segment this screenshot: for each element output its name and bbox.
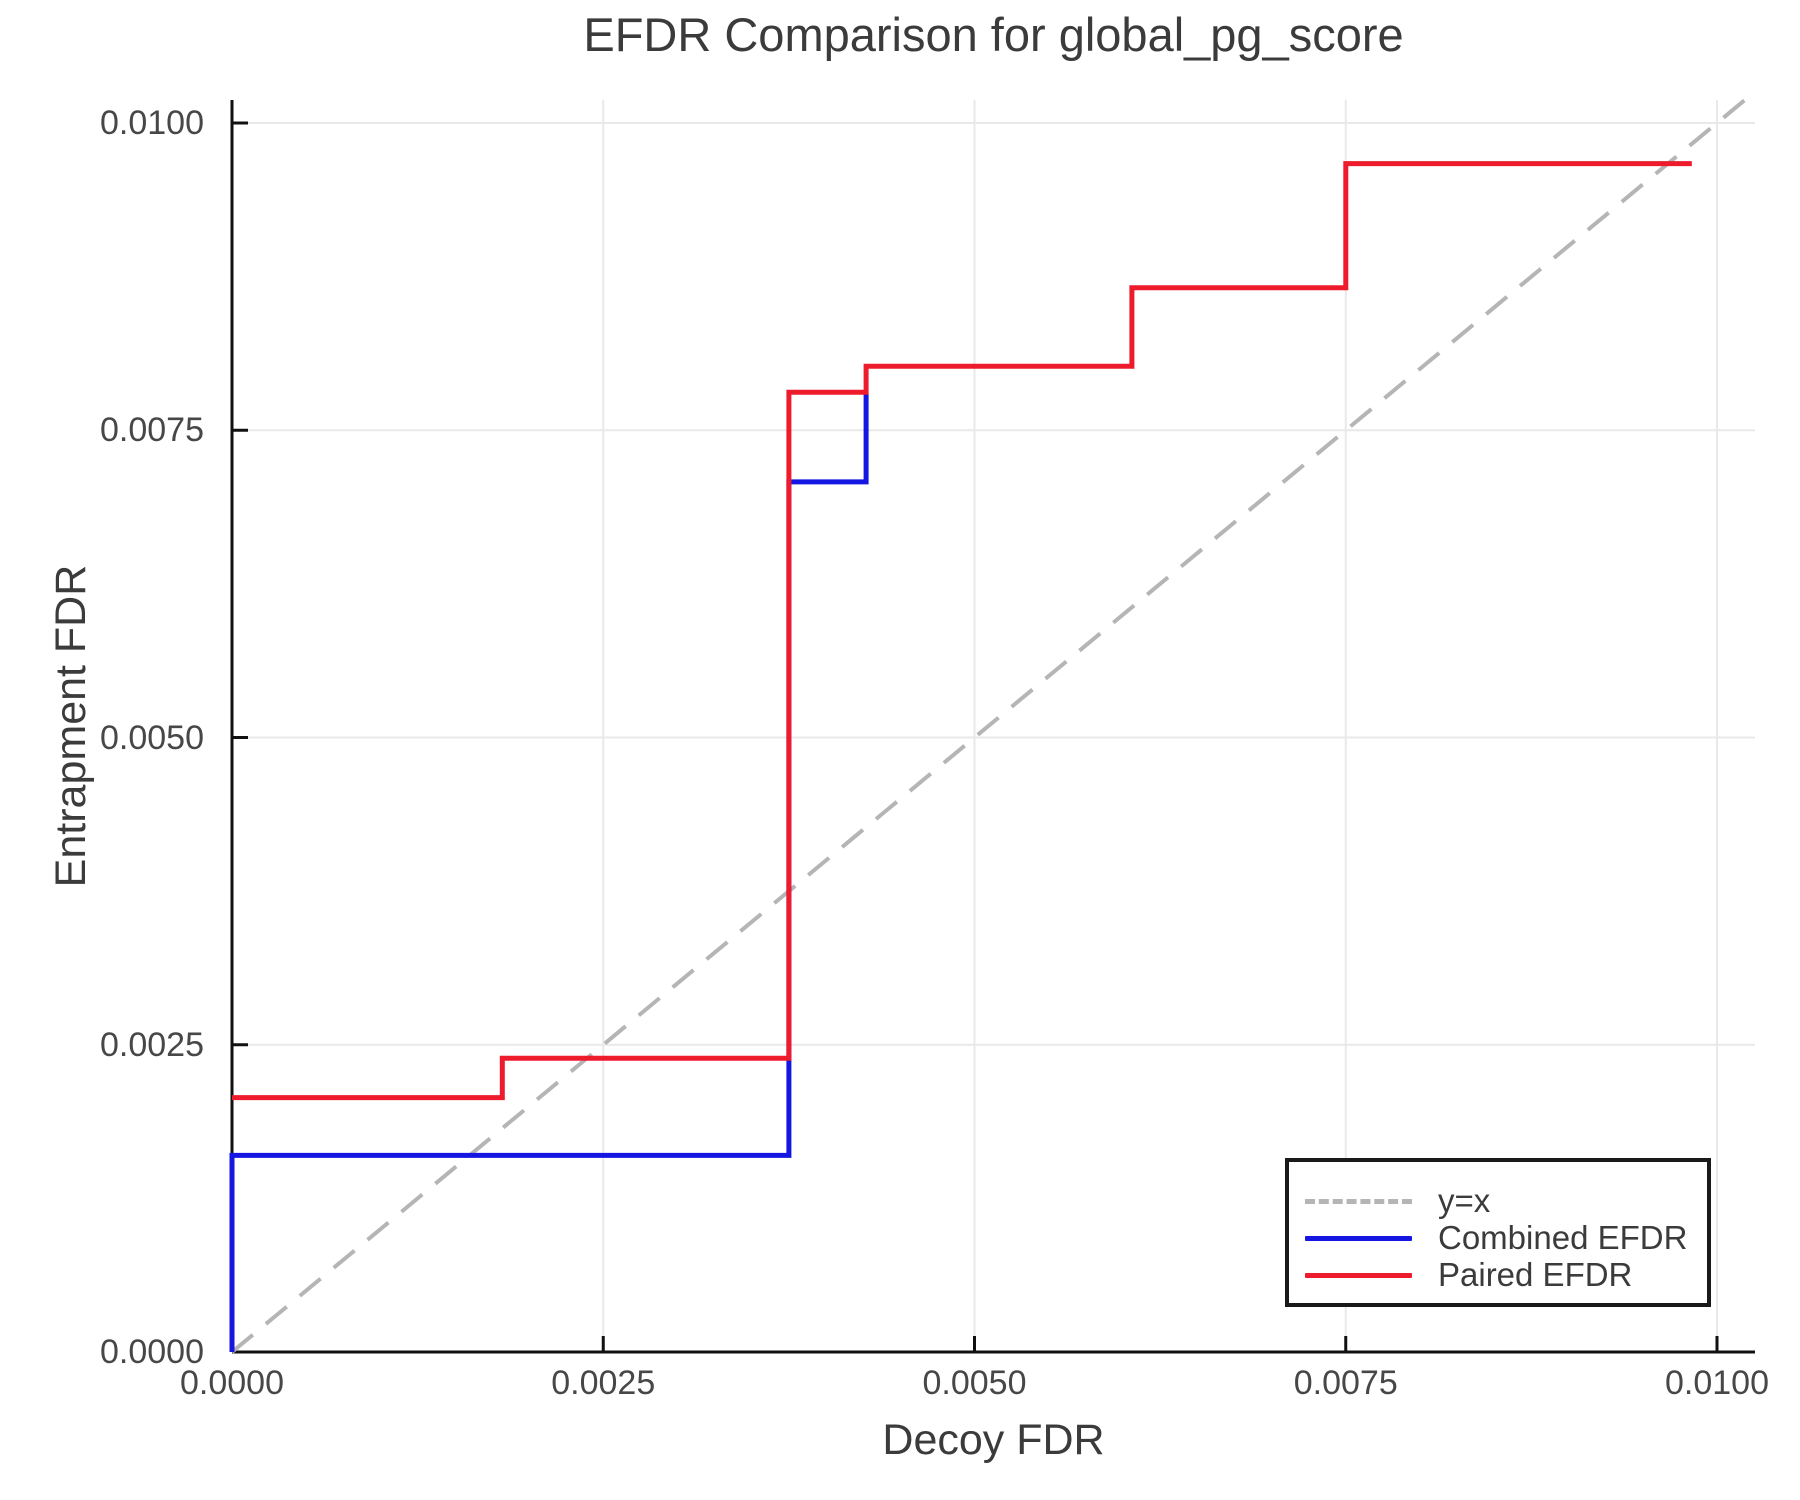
legend-entry-paired: Paired EFDR	[1305, 1256, 1632, 1294]
x-tick-label: 0.0025	[551, 1364, 656, 1402]
legend-entry-yx: y=x	[1305, 1182, 1490, 1220]
combined-line-sample	[1305, 1235, 1412, 1241]
y-tick-label: 0.0025	[100, 1025, 204, 1064]
legend-box: y=x Combined EFDR Paired EFDR	[1285, 1158, 1711, 1307]
y-tick-label: 0.0075	[100, 411, 204, 450]
combined-efdr-line	[229, 393, 869, 1352]
legend-label-combined: Combined EFDR	[1438, 1219, 1688, 1256]
x-axis-label: Decoy FDR	[882, 1416, 1105, 1464]
x-tick-label: 0.0050	[922, 1364, 1027, 1402]
paired-line-sample	[1305, 1272, 1412, 1278]
chart-title: EFDR Comparison for global_pg_score	[583, 8, 1404, 61]
yx-reference-line	[230, 98, 1747, 1354]
x-tick-label: 0.0100	[1665, 1364, 1769, 1402]
yx-dashed-line-sample	[1305, 1198, 1412, 1204]
y-tick-label: 0.0100	[100, 104, 204, 142]
paired-efdr-line	[232, 161, 1692, 1101]
y-tick-label: 0.0000	[100, 1333, 204, 1371]
legend-label-yx: y=x	[1438, 1182, 1491, 1219]
legend-entry-combined: Combined EFDR	[1305, 1219, 1687, 1257]
y-tick-label: 0.0050	[100, 718, 204, 757]
legend-label-paired: Paired EFDR	[1438, 1256, 1633, 1293]
x-tick-label: 0.0000	[180, 1364, 284, 1402]
x-tick-label: 0.0075	[1293, 1364, 1398, 1402]
